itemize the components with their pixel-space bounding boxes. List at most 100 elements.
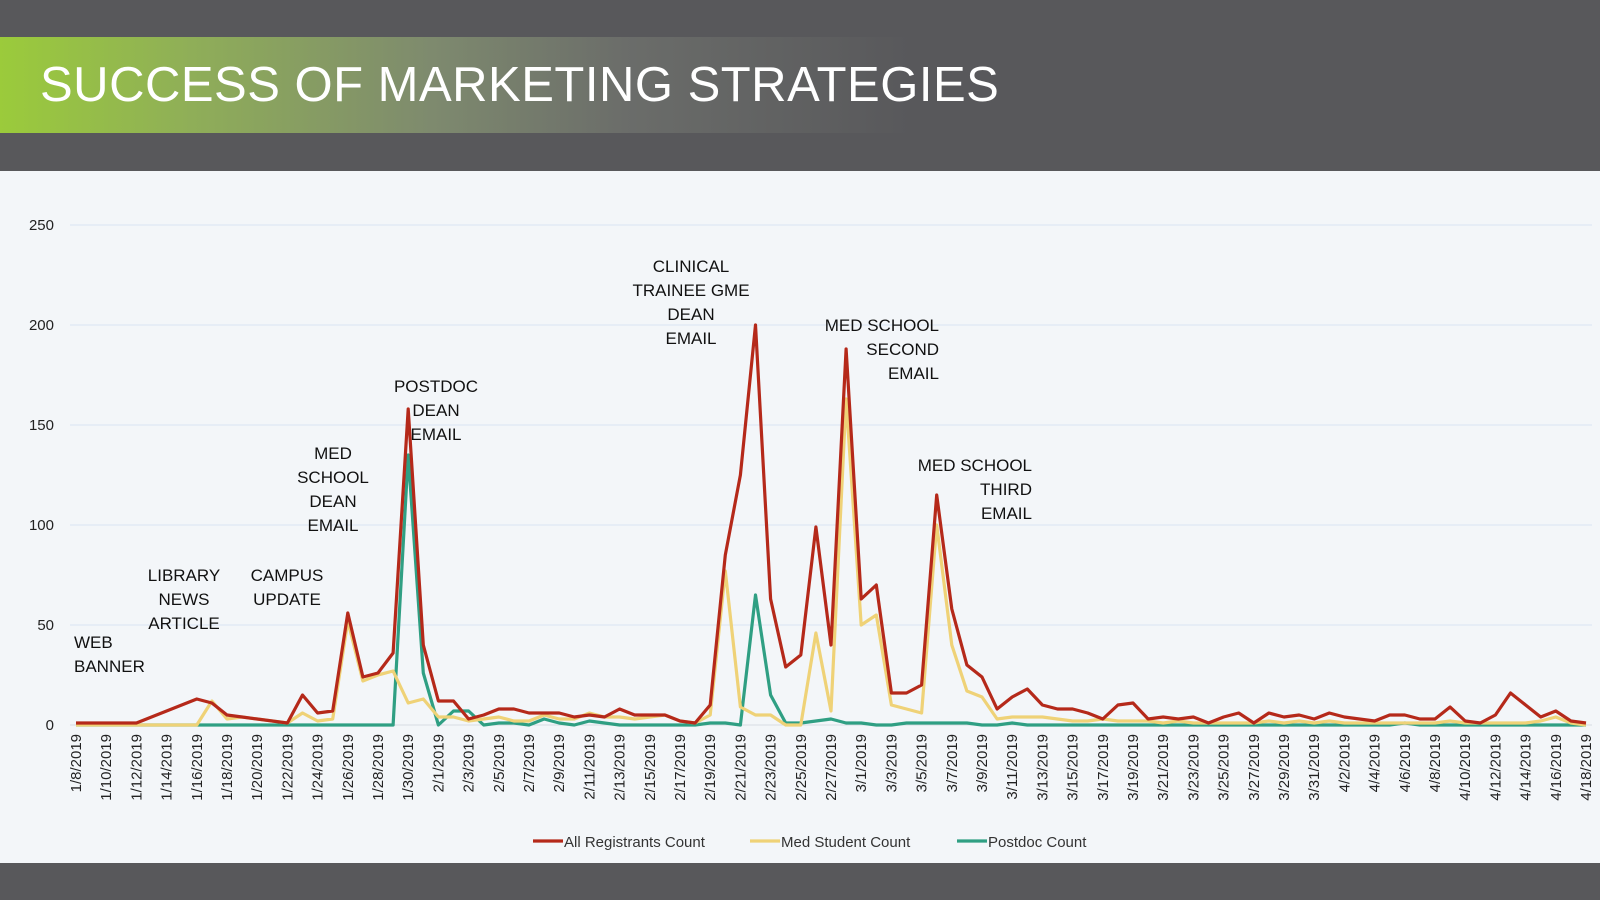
x-tick-label: 3/15/2019 <box>1065 734 1082 801</box>
x-tick-label: 3/1/2019 <box>853 734 870 792</box>
x-tick-label: 3/31/2019 <box>1306 734 1323 801</box>
y-tick-label: 50 <box>37 617 54 634</box>
annotation-line: TRAINEE GME <box>632 281 749 300</box>
annotation-line: SCHOOL <box>297 468 369 487</box>
x-tick-label: 3/21/2019 <box>1155 734 1172 801</box>
legend-label: Med Student Count <box>781 834 911 851</box>
x-tick-label: 2/9/2019 <box>551 734 568 792</box>
annotations: WEB BANNER LIBRARY NEWS ARTICLE CAMPUS UPDATE M… <box>74 257 1032 676</box>
x-tick-label: 2/17/2019 <box>672 734 689 801</box>
x-tick-label: 4/8/2019 <box>1427 734 1444 792</box>
x-tick-label: 1/20/2019 <box>249 734 266 801</box>
annotation-line: BANNER <box>74 657 145 676</box>
y-tick-label: 0 <box>46 717 54 734</box>
x-tick-label: 1/28/2019 <box>370 734 387 801</box>
x-tick-label: 3/13/2019 <box>1034 734 1051 801</box>
annotation-label: CAMPUS UPDATE <box>251 566 324 609</box>
series-line <box>76 453 1586 727</box>
x-tick-label: 2/11/2019 <box>581 734 598 800</box>
series-line <box>76 397 1587 727</box>
x-tick-label: 2/7/2019 <box>521 734 538 792</box>
legend: All Registrants Count Med Student Count Po… <box>533 834 1087 851</box>
annotation-line: SECOND <box>866 340 939 359</box>
x-tick-label: 1/24/2019 <box>310 734 327 801</box>
series-lines <box>76 323 1587 727</box>
title-band <box>0 37 960 133</box>
x-tick-label: 1/16/2019 <box>189 734 206 801</box>
x-tick-label: 3/27/2019 <box>1246 734 1263 801</box>
x-tick-label: 3/3/2019 <box>883 734 900 792</box>
x-tick-label: 2/5/2019 <box>491 734 508 792</box>
annotation-line: WEB <box>74 633 113 652</box>
annotation-line: DEAN <box>412 401 459 420</box>
x-tick-label: 4/12/2019 <box>1487 734 1504 801</box>
annotation-line: MED <box>314 444 352 463</box>
legend-label: Postdoc Count <box>988 834 1087 851</box>
annotation-line: POSTDOC <box>394 377 478 396</box>
series-line <box>76 323 1587 725</box>
annotation-label: MED SCHOOL THIRD EMAIL <box>918 456 1032 523</box>
x-tick-label: 3/9/2019 <box>974 734 991 792</box>
chart-panel <box>0 171 1600 863</box>
annotation-label: CLINICAL TRAINEE GME DEAN EMAIL <box>632 257 749 348</box>
annotation-line: EMAIL <box>981 504 1032 523</box>
x-tick-label: 2/27/2019 <box>823 734 840 801</box>
x-tick-label: 3/17/2019 <box>1095 734 1112 801</box>
x-tick-label: 3/11/2019 <box>1004 734 1021 800</box>
x-tick-label: 2/21/2019 <box>732 734 749 801</box>
x-tick-label: 3/25/2019 <box>1216 734 1233 801</box>
x-tick-label: 2/19/2019 <box>702 734 719 801</box>
annotation-line: EMAIL <box>888 364 939 383</box>
x-tick-label: 4/2/2019 <box>1336 734 1353 792</box>
x-tick-label: 1/26/2019 <box>340 734 357 801</box>
x-tick-label: 1/10/2019 <box>98 734 115 801</box>
annotation-line: NEWS <box>159 590 210 609</box>
y-tick-label: 150 <box>29 417 54 434</box>
annotation-line: EMAIL <box>307 516 358 535</box>
x-tick-label: 3/7/2019 <box>944 734 961 792</box>
legend-label: All Registrants Count <box>564 834 706 851</box>
annotation-line: DEAN <box>667 305 714 324</box>
x-tick-label: 3/5/2019 <box>914 734 931 792</box>
x-tick-label: 4/4/2019 <box>1367 734 1384 792</box>
x-tick-label: 2/25/2019 <box>793 734 810 801</box>
annotation-line: EMAIL <box>410 425 461 444</box>
annotation-label: MED SCHOOL DEAN EMAIL <box>297 444 369 535</box>
x-tick-label: 3/19/2019 <box>1125 734 1142 801</box>
annotation-line: THIRD <box>980 480 1032 499</box>
y-tick-label: 250 <box>29 217 54 234</box>
x-tick-label: 3/29/2019 <box>1276 734 1293 801</box>
x-tick-label: 4/16/2019 <box>1548 734 1565 801</box>
annotation-label: WEB BANNER <box>74 633 145 676</box>
x-tick-label: 2/1/2019 <box>430 734 447 792</box>
y-axis-ticks: 0 50 100 150 200 250 <box>29 217 54 734</box>
legend-item: Med Student Count <box>750 834 911 851</box>
x-tick-label: 4/10/2019 <box>1457 734 1474 801</box>
page-title: SUCCESS OF MARKETING STRATEGIES <box>40 58 1000 112</box>
legend-item: All Registrants Count <box>533 834 706 851</box>
x-tick-label: 2/23/2019 <box>763 734 780 801</box>
x-tick-label: 1/14/2019 <box>159 734 176 801</box>
annotation-line: MED SCHOOL <box>918 456 1032 475</box>
x-tick-label: 4/18/2019 <box>1578 734 1595 801</box>
x-tick-label: 2/15/2019 <box>642 734 659 801</box>
annotation-line: EMAIL <box>665 329 716 348</box>
annotation-line: UPDATE <box>253 590 321 609</box>
y-tick-label: 200 <box>29 317 54 334</box>
x-tick-label: 4/14/2019 <box>1518 734 1535 801</box>
x-tick-label: 1/8/2019 <box>68 734 85 792</box>
annotation-line: ARTICLE <box>148 614 220 633</box>
x-tick-label: 1/22/2019 <box>279 734 296 801</box>
x-tick-label: 1/18/2019 <box>219 734 236 801</box>
x-tick-label: 1/12/2019 <box>128 734 145 801</box>
annotation-line: DEAN <box>309 492 356 511</box>
legend-item: Postdoc Count <box>957 834 1087 851</box>
annotation-line: CAMPUS <box>251 566 324 585</box>
x-axis-ticks: 1/8/2019 1/10/2019 1/12/2019 1/14/2019 1/16/… <box>68 734 1595 801</box>
x-tick-label: 3/23/2019 <box>1185 734 1202 801</box>
annotation-line: LIBRARY <box>148 566 220 585</box>
annotation-line: CLINICAL <box>653 257 730 276</box>
x-tick-label: 4/6/2019 <box>1397 734 1414 792</box>
x-tick-label: 2/3/2019 <box>461 734 478 792</box>
